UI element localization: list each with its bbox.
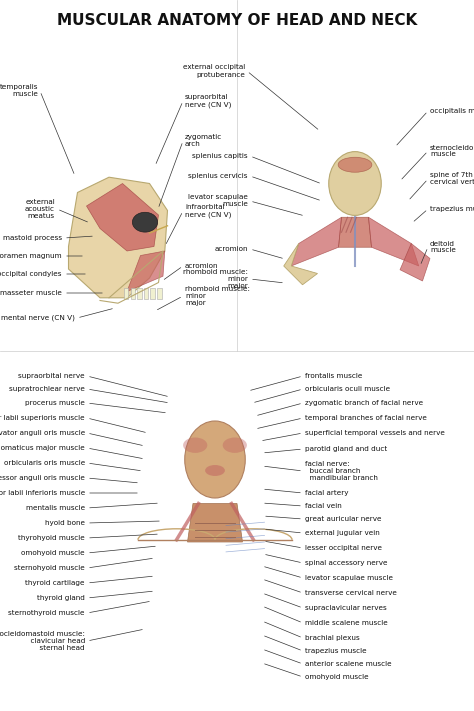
Text: acromion: acromion bbox=[185, 263, 219, 269]
Text: orbicularis oris muscle: orbicularis oris muscle bbox=[4, 460, 85, 466]
Bar bbox=[144, 288, 148, 299]
Text: splenius capitis: splenius capitis bbox=[192, 153, 248, 159]
Text: levator scapulae
muscle: levator scapulae muscle bbox=[188, 195, 248, 208]
Text: facial nerve:
  buccal branch
  mandibular branch: facial nerve: buccal branch mandibular b… bbox=[305, 461, 378, 481]
Text: supraorbital nerve: supraorbital nerve bbox=[18, 373, 85, 379]
Text: procerus muscle: procerus muscle bbox=[25, 400, 85, 406]
Text: depressor anguli oris muscle: depressor anguli oris muscle bbox=[0, 475, 85, 481]
Text: rhomboid muscle:
minor
major: rhomboid muscle: minor major bbox=[185, 286, 250, 306]
Text: levator scapulae muscle: levator scapulae muscle bbox=[305, 575, 393, 581]
Text: sternocleidomastoid
muscle: sternocleidomastoid muscle bbox=[430, 144, 474, 158]
Text: supratrochlear nerve: supratrochlear nerve bbox=[9, 386, 85, 392]
Text: temporalis
muscle: temporalis muscle bbox=[0, 85, 38, 97]
Polygon shape bbox=[368, 218, 419, 266]
Text: lesser occipital nerve: lesser occipital nerve bbox=[305, 545, 382, 551]
Text: anterior scalene muscle: anterior scalene muscle bbox=[305, 661, 392, 667]
Polygon shape bbox=[127, 251, 165, 292]
Text: levator anguli oris muscle: levator anguli oris muscle bbox=[0, 430, 85, 436]
Text: mastoid process: mastoid process bbox=[3, 235, 62, 241]
Text: frontalis muscle: frontalis muscle bbox=[305, 373, 363, 379]
Text: levator labii superioris muscle: levator labii superioris muscle bbox=[0, 415, 85, 421]
Text: sternocleidomastoid muscle:
  clavicular head
  sternal head: sternocleidomastoid muscle: clavicular h… bbox=[0, 631, 85, 651]
Text: facial vein: facial vein bbox=[305, 503, 342, 509]
Text: foramen magnum: foramen magnum bbox=[0, 253, 62, 259]
Ellipse shape bbox=[329, 151, 381, 215]
Text: middle scalene muscle: middle scalene muscle bbox=[305, 620, 388, 626]
Text: mentalis muscle: mentalis muscle bbox=[26, 505, 85, 511]
Text: occipitalis muscle: occipitalis muscle bbox=[430, 108, 474, 114]
Bar bbox=[130, 288, 135, 299]
Ellipse shape bbox=[223, 437, 247, 453]
Text: supraorbital
nerve (CN V): supraorbital nerve (CN V) bbox=[185, 95, 231, 108]
Text: hyoid bone: hyoid bone bbox=[45, 520, 85, 526]
Text: spinal accessory nerve: spinal accessory nerve bbox=[305, 560, 388, 566]
Text: occipital condyles: occipital condyles bbox=[0, 271, 62, 277]
Text: external occipital
protuberance: external occipital protuberance bbox=[183, 65, 245, 77]
Text: rhomboid muscle:
minor
major: rhomboid muscle: minor major bbox=[183, 269, 248, 289]
Polygon shape bbox=[188, 503, 243, 542]
Text: orbicularis oculi muscle: orbicularis oculi muscle bbox=[305, 386, 390, 392]
Text: splenius cervicis: splenius cervicis bbox=[189, 173, 248, 179]
Text: masseter muscle: masseter muscle bbox=[0, 290, 62, 296]
Polygon shape bbox=[338, 218, 372, 247]
Text: external
acoustic
meatus: external acoustic meatus bbox=[25, 199, 55, 219]
Text: mental nerve (CN V): mental nerve (CN V) bbox=[1, 315, 75, 321]
Text: omohyoid muscle: omohyoid muscle bbox=[21, 550, 85, 556]
Text: MUSCULAR ANATOMY OF HEAD AND NECK: MUSCULAR ANATOMY OF HEAD AND NECK bbox=[57, 13, 417, 28]
Polygon shape bbox=[69, 177, 167, 298]
Text: temporal branches of facial nerve: temporal branches of facial nerve bbox=[305, 415, 427, 421]
Text: trapezius muscle: trapezius muscle bbox=[430, 206, 474, 212]
Ellipse shape bbox=[183, 437, 207, 453]
Text: sternohyoid muscle: sternohyoid muscle bbox=[14, 565, 85, 571]
Polygon shape bbox=[86, 183, 158, 251]
Text: omohyoid muscle: omohyoid muscle bbox=[305, 674, 369, 680]
Text: spine of 7th
cervical vertebra: spine of 7th cervical vertebra bbox=[430, 173, 474, 186]
Text: external jugular vein: external jugular vein bbox=[305, 530, 380, 536]
Polygon shape bbox=[284, 243, 318, 284]
Text: sternothyroid muscle: sternothyroid muscle bbox=[9, 610, 85, 616]
Bar bbox=[150, 288, 155, 299]
Ellipse shape bbox=[338, 157, 372, 172]
Text: trapezius muscle: trapezius muscle bbox=[305, 648, 366, 654]
Polygon shape bbox=[291, 218, 341, 266]
Bar bbox=[124, 288, 128, 299]
Text: infraorbital
nerve (CN V): infraorbital nerve (CN V) bbox=[185, 204, 231, 218]
Ellipse shape bbox=[205, 465, 225, 476]
Text: deltoid
muscle: deltoid muscle bbox=[430, 240, 456, 254]
Text: thyroid gland: thyroid gland bbox=[37, 595, 85, 601]
Text: great auricular nerve: great auricular nerve bbox=[305, 516, 382, 522]
Polygon shape bbox=[400, 243, 430, 281]
Text: acromion: acromion bbox=[215, 246, 248, 252]
Text: facial artery: facial artery bbox=[305, 490, 348, 496]
Text: thyroid cartilage: thyroid cartilage bbox=[26, 580, 85, 586]
Bar bbox=[157, 288, 162, 299]
Text: depressor labii inferioris muscle: depressor labii inferioris muscle bbox=[0, 490, 85, 496]
Text: parotid gland and duct: parotid gland and duct bbox=[305, 446, 387, 452]
Text: brachial plexus: brachial plexus bbox=[305, 635, 360, 641]
Ellipse shape bbox=[132, 213, 157, 232]
Text: supraclavicular nerves: supraclavicular nerves bbox=[305, 605, 387, 611]
Bar bbox=[137, 288, 142, 299]
Text: zygomatic branch of facial nerve: zygomatic branch of facial nerve bbox=[305, 400, 423, 406]
Text: superficial temporal vessels and nerve: superficial temporal vessels and nerve bbox=[305, 430, 445, 436]
Text: zygomaticus major muscle: zygomaticus major muscle bbox=[0, 445, 85, 451]
Text: thyrohyoid muscle: thyrohyoid muscle bbox=[18, 535, 85, 541]
Ellipse shape bbox=[185, 421, 245, 498]
Text: transverse cervical nerve: transverse cervical nerve bbox=[305, 590, 397, 596]
Text: zygomatic
arch: zygomatic arch bbox=[185, 134, 222, 147]
